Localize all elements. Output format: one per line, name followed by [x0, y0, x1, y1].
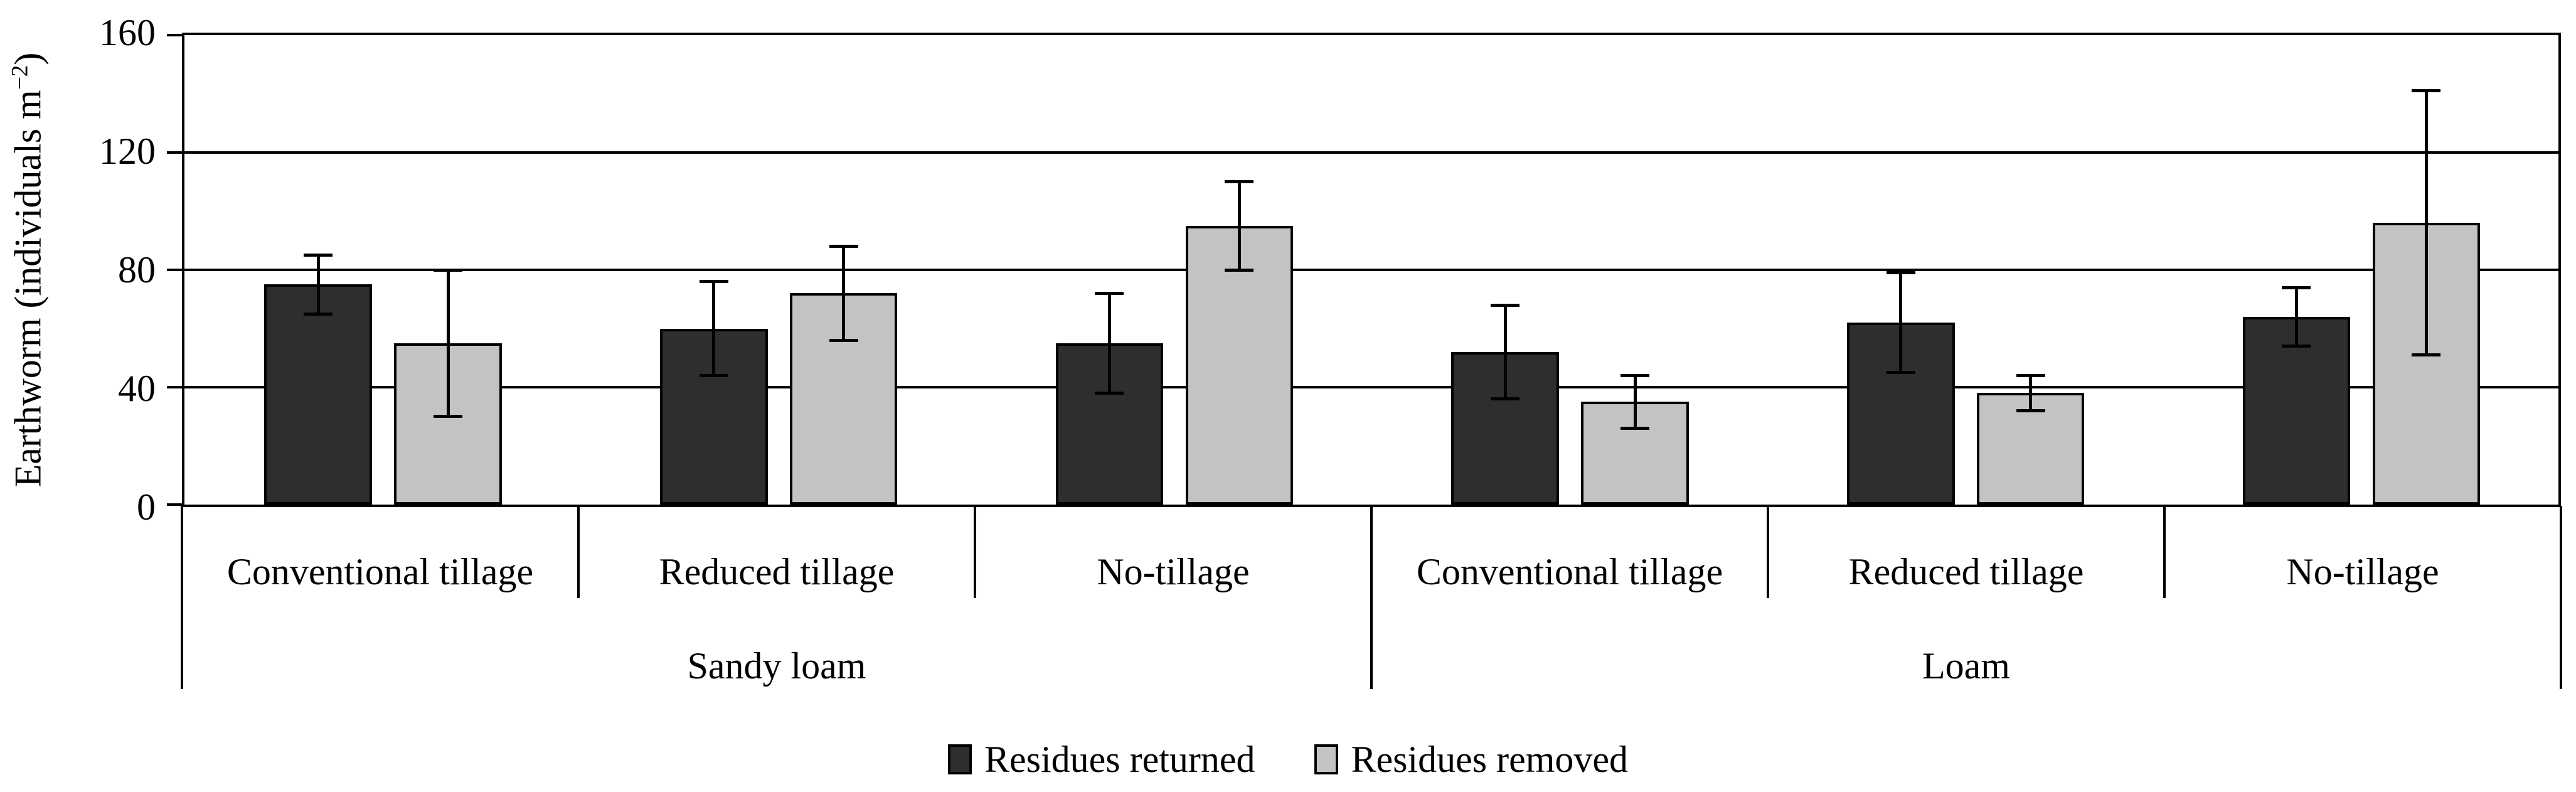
error-bar-cap-top [1886, 271, 1915, 275]
error-bar-whisker [712, 281, 716, 376]
y-tick-mark [167, 503, 183, 506]
error-bar-cap-bottom [1621, 426, 1650, 430]
gridline-80 [184, 269, 2558, 271]
error-bar-cap-top [699, 280, 728, 284]
y-tick-mark [167, 151, 183, 154]
error-bar-cap-bottom [2282, 345, 2311, 348]
category-divider [577, 506, 580, 598]
error-bar-whisker [1107, 293, 1111, 393]
category-divider [973, 506, 976, 598]
soil-group-divider [181, 506, 183, 689]
category-label: No-tillage [1097, 551, 1250, 592]
error-bar-cap-top [1491, 303, 1520, 307]
error-bar-cap-top [1621, 373, 1650, 377]
error-bar-whisker [2029, 375, 2033, 411]
error-bar-whisker [1899, 272, 1903, 373]
legend-swatch [1314, 744, 1339, 774]
legend-label: Residues returned [984, 739, 1255, 780]
error-bar-whisker [2294, 287, 2298, 346]
y-tick-label: 120 [99, 131, 156, 172]
category-label: Conventional tillage [1416, 551, 1723, 592]
error-bar-whisker [842, 246, 846, 341]
error-bar-cap-bottom [2016, 409, 2045, 412]
gridline-40 [184, 386, 2558, 388]
error-bar-whisker [1237, 181, 1241, 270]
legend: Residues returned Residues removed [0, 728, 2576, 791]
y-tick-label: 40 [118, 368, 156, 409]
error-bar-whisker [316, 255, 320, 314]
error-bar-cap-top [434, 268, 463, 272]
soil-group-label: Loam [1922, 645, 2010, 687]
y-tick-mark [167, 269, 183, 271]
y-tick-label: 0 [137, 486, 156, 528]
legend-swatch [947, 744, 972, 774]
y-tick-mark [167, 34, 183, 36]
gridline-120 [184, 151, 2558, 154]
error-bar-cap-top [2282, 286, 2311, 289]
bar-residues-removed [1185, 225, 1294, 505]
x-axis-labels: Conventional tillage Reduced tillage No-ti… [181, 506, 2562, 694]
error-bar-cap-bottom [699, 373, 728, 377]
category-label: Reduced tillage [1848, 551, 2084, 592]
category-divider [1766, 506, 1769, 598]
error-bar-cap-bottom [304, 312, 333, 316]
error-bar-cap-bottom [1886, 371, 1915, 375]
error-bar-cap-top [829, 245, 858, 249]
error-bar-cap-bottom [1491, 397, 1520, 401]
soil-group-divider [1370, 506, 1373, 689]
error-bar-cap-bottom [1095, 391, 1124, 395]
error-bar-whisker [1633, 375, 1637, 429]
error-bar-cap-top [2016, 373, 2045, 377]
category-label: Conventional tillage [226, 551, 534, 592]
legend-item: Residues returned [947, 739, 1255, 780]
y-tick-label: 80 [118, 249, 156, 291]
error-bar-cap-bottom [434, 415, 463, 419]
bar-residues-returned [2242, 316, 2351, 505]
error-bar-cap-bottom [1225, 268, 1254, 272]
category-label: No-tillage [2286, 551, 2439, 592]
plot-area [167, 33, 2561, 507]
y-tick-label: 160 [99, 12, 156, 53]
error-bar-cap-top [1095, 291, 1124, 295]
bar-residues-returned [264, 284, 372, 505]
y-tick-mark [167, 386, 183, 388]
y-axis-tick-labels: 0 40 80 120 160 [0, 14, 156, 526]
error-bar-cap-top [1225, 180, 1254, 184]
category-divider [2163, 506, 2166, 598]
category-label: Reduced tillage [659, 551, 895, 592]
legend-item: Residues removed [1314, 741, 1628, 778]
legend-label: Residues removed [1351, 739, 1629, 780]
error-bar-cap-bottom [2412, 353, 2441, 357]
error-bar-cap-top [2412, 89, 2441, 93]
error-bar-whisker [446, 270, 450, 417]
soil-group-label: Sandy loam [687, 645, 866, 687]
error-bar-cap-top [304, 254, 333, 257]
soil-group-divider [2560, 506, 2562, 689]
error-bar-whisker [2424, 90, 2428, 355]
error-bar-whisker [1503, 305, 1507, 399]
error-bar-cap-bottom [829, 338, 858, 342]
